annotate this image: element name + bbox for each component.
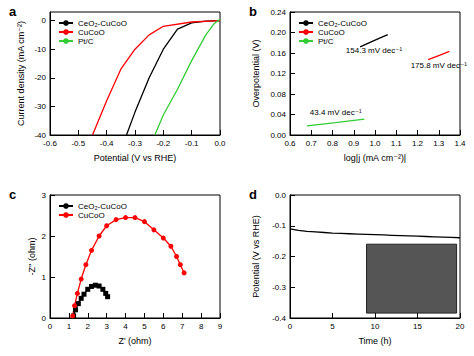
svg-text:3: 3: [104, 322, 109, 331]
svg-text:1.3: 1.3: [433, 139, 445, 148]
svg-text:20: 20: [456, 322, 465, 331]
svg-text:1.2: 1.2: [412, 139, 424, 148]
svg-text:0.0: 0.0: [275, 191, 287, 200]
svg-text:-0.4: -0.4: [100, 139, 114, 148]
svg-text:-0.6: -0.6: [43, 139, 57, 148]
svg-text:0.6: 0.6: [284, 139, 296, 148]
svg-text:0.24: 0.24: [270, 8, 286, 17]
svg-text:-0.3: -0.3: [272, 283, 286, 292]
svg-text:-30: -30: [34, 102, 46, 111]
svg-text:10: 10: [371, 322, 380, 331]
svg-text:Overpotential (V): Overpotential (V): [251, 39, 261, 107]
svg-text:0.00: 0.00: [270, 130, 286, 140]
svg-text:1.4: 1.4: [454, 139, 466, 148]
svg-text:0.08: 0.08: [270, 90, 286, 99]
svg-text:3: 3: [42, 191, 47, 200]
svg-text:154.3 mV dec⁻¹: 154.3 mV dec⁻¹: [346, 46, 403, 55]
svg-text:-0.5: -0.5: [71, 139, 85, 148]
svg-text:c: c: [9, 187, 16, 202]
svg-text:-0.1: -0.1: [272, 221, 286, 230]
svg-text:2: 2: [42, 232, 47, 241]
svg-text:CuCoO: CuCoO: [318, 28, 345, 37]
svg-text:CeO₂-CuCoO: CeO₂-CuCoO: [78, 19, 127, 28]
svg-text:-40: -40: [34, 130, 46, 140]
svg-text:4: 4: [123, 322, 128, 331]
svg-text:43.4 mV dec⁻¹: 43.4 mV dec⁻¹: [310, 108, 362, 117]
svg-text:a: a: [9, 4, 17, 19]
svg-text:1: 1: [42, 273, 47, 282]
svg-text:0.04: 0.04: [270, 110, 286, 119]
svg-text:0.16: 0.16: [270, 49, 286, 58]
svg-text:-10: -10: [34, 45, 46, 54]
svg-text:0: 0: [288, 322, 293, 331]
svg-text:5: 5: [142, 322, 147, 331]
svg-text:0: 0: [42, 16, 47, 25]
svg-text:-0.1: -0.1: [185, 139, 199, 148]
svg-text:8: 8: [199, 322, 204, 331]
svg-text:CuCoO: CuCoO: [78, 28, 105, 37]
svg-text:b: b: [249, 4, 257, 19]
svg-text:0.7: 0.7: [306, 139, 318, 148]
svg-text:d: d: [249, 187, 257, 202]
svg-text:1.0: 1.0: [369, 139, 381, 148]
svg-text:-0.2: -0.2: [272, 252, 286, 261]
svg-text:log|j (mA cm⁻²)|: log|j (mA cm⁻²)|: [344, 153, 406, 163]
svg-text:-20: -20: [34, 73, 46, 82]
svg-text:Pt/C: Pt/C: [318, 37, 334, 46]
svg-text:CeO₂-CuCoO: CeO₂-CuCoO: [78, 202, 127, 211]
svg-text:Potential (V vs RHE): Potential (V vs RHE): [251, 215, 261, 298]
svg-text:6: 6: [161, 322, 166, 331]
svg-text:-Z'' (ohm): -Z'' (ohm): [27, 238, 37, 276]
svg-text:1: 1: [67, 322, 72, 331]
svg-text:0: 0: [48, 322, 53, 331]
svg-text:0: 0: [42, 314, 47, 323]
svg-text:0.20: 0.20: [270, 28, 286, 37]
svg-text:0.0: 0.0: [214, 139, 226, 148]
svg-text:Z' (ohm): Z' (ohm): [118, 336, 151, 346]
svg-text:2: 2: [86, 322, 91, 331]
svg-text:0.12: 0.12: [270, 69, 286, 78]
svg-text:9: 9: [218, 322, 223, 331]
svg-text:-0.2: -0.2: [156, 139, 170, 148]
svg-text:15: 15: [413, 322, 422, 331]
svg-text:5: 5: [330, 322, 335, 331]
svg-text:Pt/C: Pt/C: [78, 37, 94, 46]
svg-text:1.1: 1.1: [391, 139, 403, 148]
svg-text:0.9: 0.9: [348, 139, 360, 148]
svg-text:Current density (mA cm⁻²): Current density (mA cm⁻²): [16, 21, 26, 126]
svg-text:Time (h): Time (h): [358, 336, 391, 346]
svg-text:-0.4: -0.4: [272, 314, 286, 323]
svg-text:CuCoO: CuCoO: [78, 211, 105, 220]
svg-text:0.8: 0.8: [327, 139, 339, 148]
svg-text:CeO₂-CuCoO: CeO₂-CuCoO: [318, 19, 367, 28]
svg-text:-0.3: -0.3: [128, 139, 142, 148]
svg-text:175.8 mV dec⁻¹: 175.8 mV dec⁻¹: [411, 61, 468, 70]
svg-text:7: 7: [180, 322, 185, 331]
svg-text:Potential (V vs RHE): Potential (V vs RHE): [94, 153, 177, 163]
